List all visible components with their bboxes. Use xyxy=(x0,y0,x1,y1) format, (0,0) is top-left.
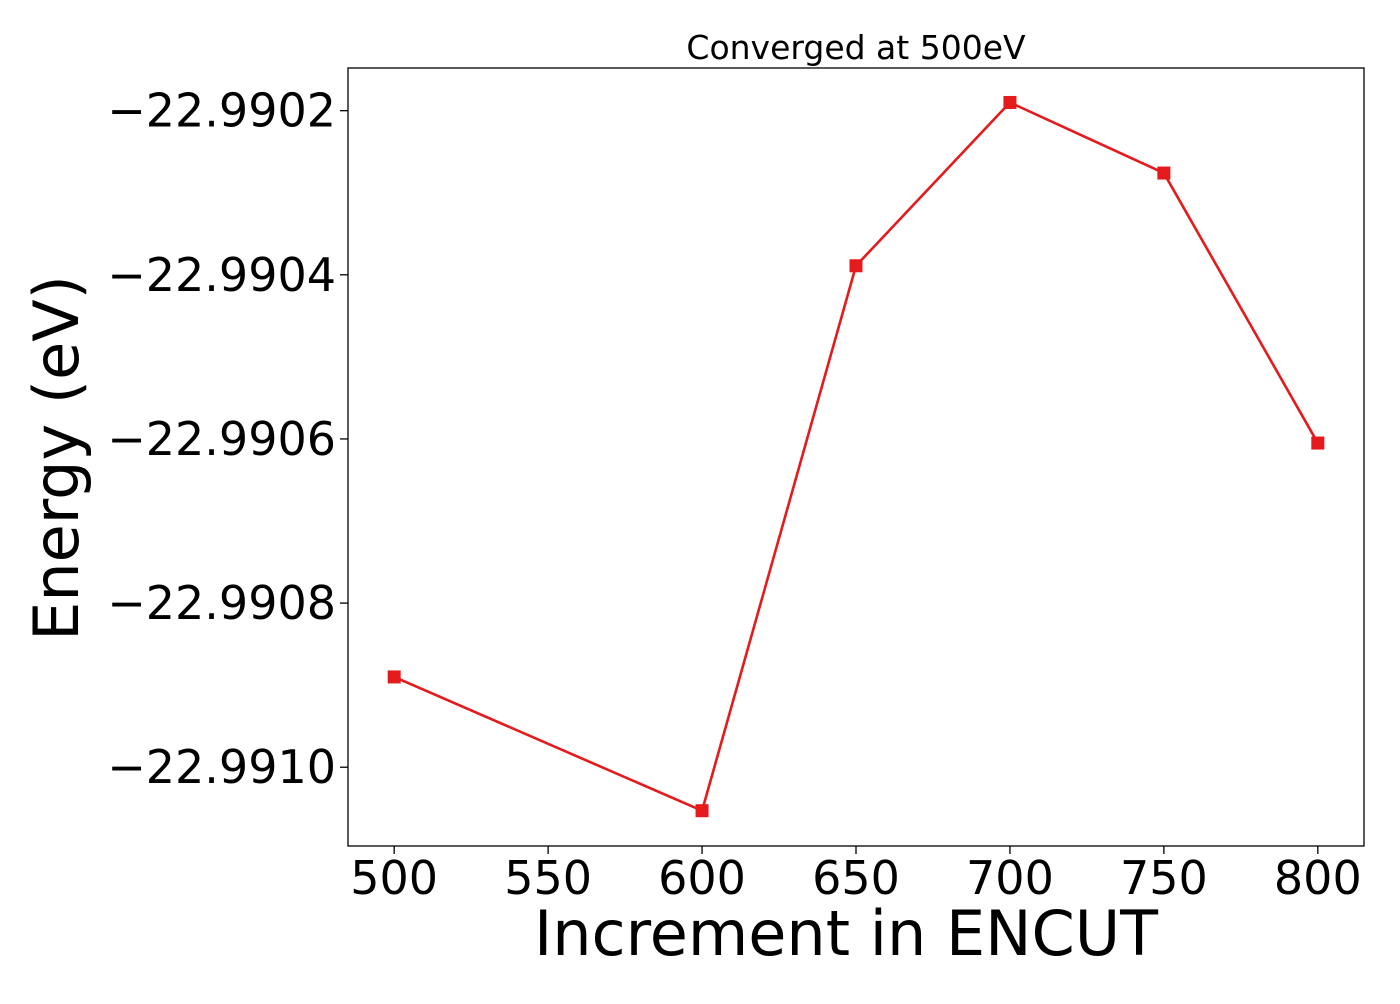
x-tick-label: 550 xyxy=(504,851,592,905)
y-tick-label: −22.9902 xyxy=(107,84,336,138)
plot-frame xyxy=(347,67,1365,847)
y-axis-title: Energy (eV) xyxy=(20,275,93,641)
data-point-marker xyxy=(849,259,863,273)
axes-group: 500 550 600 650 700 750 800 −22.9910 −22.9908 −22… xyxy=(107,84,1361,905)
data-point-marker xyxy=(387,670,401,684)
series-line xyxy=(393,101,1319,813)
x-tick-label: 700 xyxy=(966,851,1054,905)
x-tick-label: 600 xyxy=(658,851,746,905)
x-tick-label: 800 xyxy=(1274,851,1362,905)
x-tick-label: 650 xyxy=(812,851,900,905)
chart-title: Converged at 500eV xyxy=(686,28,1026,67)
data-point-marker xyxy=(1157,166,1171,180)
y-tick-label: −22.9906 xyxy=(107,412,336,466)
x-tick-label: 500 xyxy=(350,851,438,905)
y-tick-label: −22.9904 xyxy=(107,248,336,302)
x-tick-label: 750 xyxy=(1120,851,1208,905)
data-point-marker xyxy=(1311,436,1325,450)
plot-background xyxy=(348,68,1364,846)
x-axis-title: Increment in ENCUT xyxy=(534,897,1159,970)
y-tick-label: −22.9910 xyxy=(107,740,336,794)
y-tick-label: −22.9908 xyxy=(107,576,336,630)
data-point-marker xyxy=(695,804,709,818)
data-point-marker xyxy=(1003,95,1017,109)
series-group xyxy=(387,95,1325,818)
